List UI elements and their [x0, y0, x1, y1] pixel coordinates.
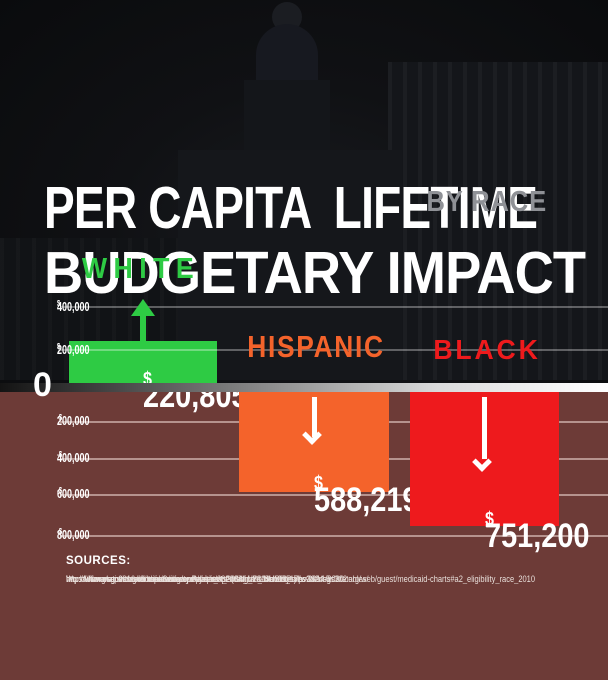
ytick-neg-200k-symbol: -$ [57, 413, 63, 422]
up-arrow-icon [131, 299, 155, 316]
page-title: PER CAPITA LIFETIME BUDGETARY IMPACT [44, 46, 586, 306]
bar-hispanic-number: 588,219 [314, 481, 419, 519]
ytick-neg-200k-number: 200,000 [57, 414, 90, 428]
source-line: World Almanac 2016 "Social Security Reci… [66, 573, 331, 584]
source-line: http://www.statisticbrain.com/welfare-st… [66, 573, 221, 584]
bar-hispanic-minus: - [314, 475, 321, 502]
subtitle-by-race: BY RACE [426, 186, 547, 218]
category-label-hispanic: HISPANIC [247, 329, 385, 364]
bar-white-dollar-sign: $ [143, 369, 152, 390]
sources-heading: SOURCES: [66, 555, 131, 567]
ytick-neg-800k-symbol: -$ [57, 527, 63, 536]
category-label-white: WHITE [81, 253, 201, 285]
title-line-1: PER CAPITA LIFETIME [44, 175, 538, 241]
gridline-400k [60, 306, 608, 308]
capitol-drum-shape [244, 80, 330, 152]
title-line-2: BUDGETARY IMPACT [44, 240, 586, 306]
ytick-neg-600k-number: 600,000 [57, 487, 90, 501]
bar-white: $220,805 [69, 341, 247, 413]
ytick-200k-symbol: $ [57, 342, 61, 351]
ytick-zero: 0 [33, 366, 52, 404]
source-line: http://www.usgovernmentrevenue.com/piech… [66, 573, 536, 584]
ytick-neg-400k-number: 400,000 [57, 451, 90, 465]
down-arrow-stem-black [482, 397, 487, 459]
gridline-neg-800k [60, 535, 608, 537]
ytick-200k-number: 200,000 [57, 343, 90, 357]
zero-axis-bar [0, 383, 608, 392]
category-label-black: BLACK [433, 334, 541, 365]
gridline-neg-600k [60, 494, 608, 496]
source-line: http://www.usgovernmentspending.com/year… [66, 573, 348, 584]
ytick-neg-400k-symbol: -$ [57, 450, 63, 459]
gridline-200k [60, 349, 608, 351]
bar-black-number: 751,200 [484, 517, 589, 555]
down-arrow-stem-hispanic [312, 397, 317, 437]
bar-black-dollar-sign: $ [484, 509, 494, 530]
capitol-dome-shape [256, 24, 318, 82]
source-line: https://www.census.gov/hhes/www/cpstable… [66, 573, 303, 584]
capitol-right-wing-shape [388, 62, 608, 380]
ytick-neg-600k-symbol: -$ [57, 486, 63, 495]
bar-black-minus: - [484, 511, 492, 538]
source-line: http://kff.org/report-section/income-and… [66, 573, 369, 584]
ytick-400k-number: 400,000 [57, 300, 90, 314]
ytick-neg-800k-number: 800,000 [57, 528, 90, 542]
ytick-400k-symbol: $ [57, 299, 61, 308]
bar-hispanic-dollar-sign: $ [314, 473, 323, 494]
up-arrow-stem [140, 315, 146, 342]
